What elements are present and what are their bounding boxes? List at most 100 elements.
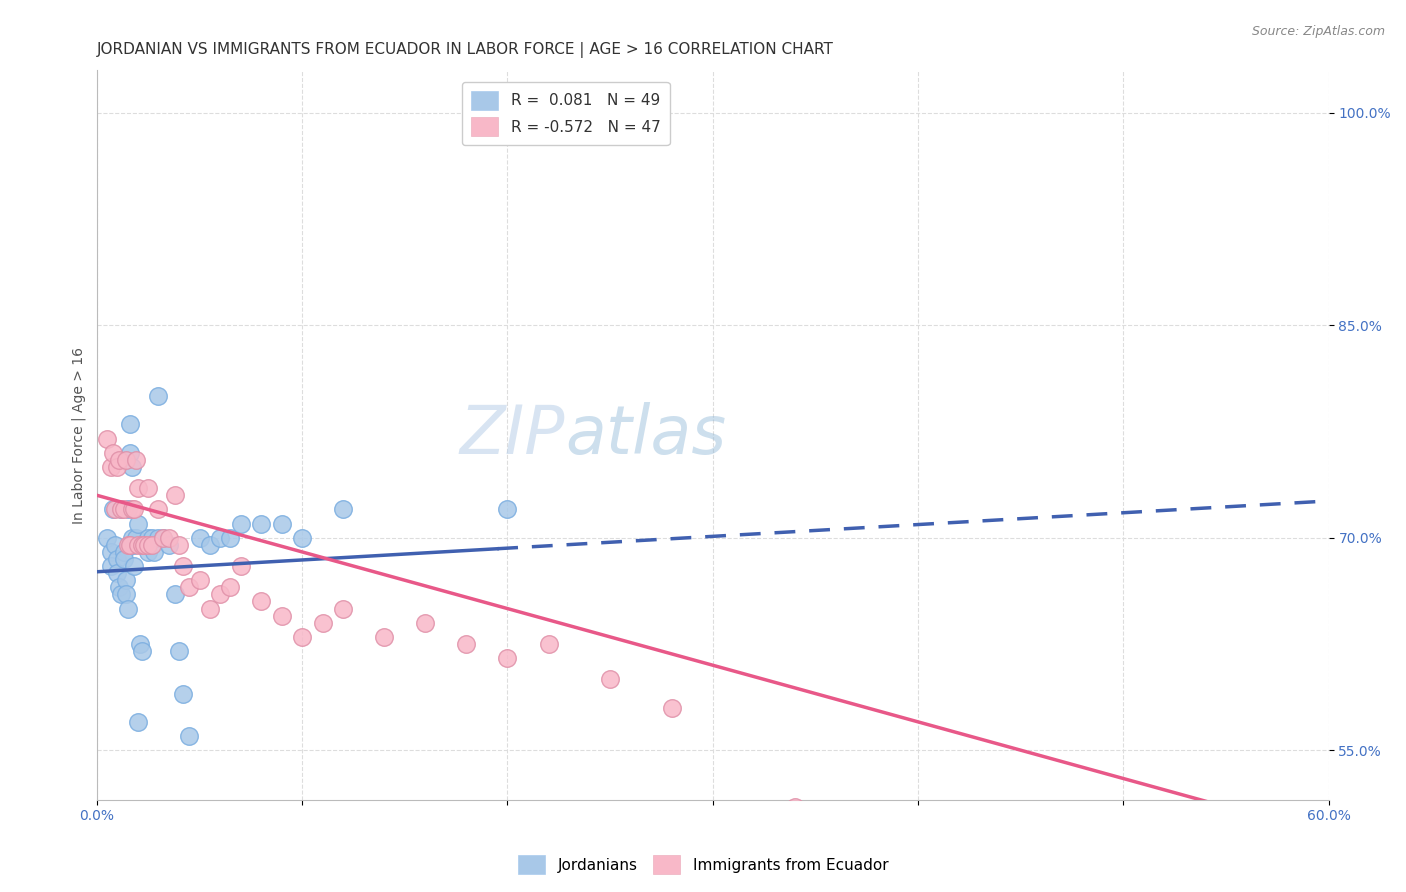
Point [121, 531, 143, 545]
Point [127, 516, 149, 531]
Point [167, 538, 190, 552]
Point [121, 459, 143, 474]
Point [96, 432, 118, 446]
Point [456, 637, 478, 651]
Point [270, 516, 292, 531]
Point [148, 389, 170, 403]
Point [112, 502, 135, 516]
Point [110, 502, 132, 516]
Point [127, 714, 149, 729]
Point [103, 502, 125, 516]
Point [125, 453, 148, 467]
Point [1296, 830, 1319, 845]
Point [110, 502, 132, 516]
Point [129, 637, 152, 651]
Point [148, 531, 170, 545]
Point [312, 615, 335, 630]
Point [104, 538, 127, 552]
Point [148, 502, 170, 516]
Point [152, 531, 174, 545]
Point [108, 580, 131, 594]
Point [219, 531, 242, 545]
Point [163, 488, 186, 502]
Text: ZIP: ZIP [460, 402, 565, 468]
Text: Source: ZipAtlas.com: Source: ZipAtlas.com [1251, 25, 1385, 38]
Point [229, 559, 252, 574]
Point [291, 630, 314, 644]
Point [332, 502, 354, 516]
Point [122, 502, 145, 516]
Point [131, 644, 153, 658]
Point [96, 531, 118, 545]
Text: JORDANIAN VS IMMIGRANTS FROM ECUADOR IN LABOR FORCE | AGE > 16 CORRELATION CHART: JORDANIAN VS IMMIGRANTS FROM ECUADOR IN … [97, 42, 834, 58]
Point [270, 608, 292, 623]
Point [250, 594, 273, 608]
Point [179, 729, 201, 743]
Point [132, 538, 155, 552]
Point [537, 637, 560, 651]
Point [172, 687, 194, 701]
Point [136, 538, 159, 552]
Point [121, 502, 143, 516]
Point [229, 516, 252, 531]
Point [131, 538, 153, 552]
Point [112, 545, 135, 559]
Point [179, 580, 201, 594]
Point [105, 552, 128, 566]
Point [157, 538, 180, 552]
Point [114, 453, 136, 467]
Point [188, 531, 211, 545]
Point [110, 587, 132, 601]
Point [118, 446, 141, 460]
Point [117, 538, 139, 552]
Point [100, 545, 122, 559]
Point [117, 601, 139, 615]
Point [136, 531, 159, 545]
Point [127, 481, 149, 495]
Point [122, 559, 145, 574]
Point [127, 538, 149, 552]
Point [104, 502, 127, 516]
Point [136, 545, 159, 559]
Point [208, 587, 231, 601]
Point [100, 459, 122, 474]
Point [103, 446, 125, 460]
Legend: R =  0.081   N = 49, R = -0.572   N = 47: R = 0.081 N = 49, R = -0.572 N = 47 [461, 82, 669, 145]
Point [152, 531, 174, 545]
Point [114, 587, 136, 601]
Point [163, 587, 186, 601]
Point [198, 538, 221, 552]
Point [100, 559, 122, 574]
Point [167, 644, 190, 658]
Point [250, 516, 273, 531]
Point [496, 502, 519, 516]
Text: atlas: atlas [565, 402, 725, 468]
Point [599, 673, 621, 687]
Point [105, 459, 128, 474]
Point [114, 574, 136, 588]
Point [783, 800, 806, 814]
Point [141, 538, 163, 552]
Point [496, 651, 519, 665]
Point [122, 538, 145, 552]
Point [136, 481, 159, 495]
Y-axis label: In Labor Force | Age > 16: In Labor Force | Age > 16 [72, 347, 86, 524]
Point [108, 453, 131, 467]
Point [172, 559, 194, 574]
Point [208, 531, 231, 545]
Point [198, 601, 221, 615]
Point [125, 531, 148, 545]
Point [219, 580, 242, 594]
Point [117, 502, 139, 516]
Point [141, 531, 163, 545]
Point [112, 552, 135, 566]
Point [105, 566, 128, 581]
Point [118, 538, 141, 552]
Point [332, 601, 354, 615]
Point [415, 615, 437, 630]
Point [291, 531, 314, 545]
Point [373, 630, 395, 644]
Point [188, 574, 211, 588]
Point [661, 700, 683, 714]
Legend: Jordanians, Immigrants from Ecuador: Jordanians, Immigrants from Ecuador [512, 849, 894, 880]
